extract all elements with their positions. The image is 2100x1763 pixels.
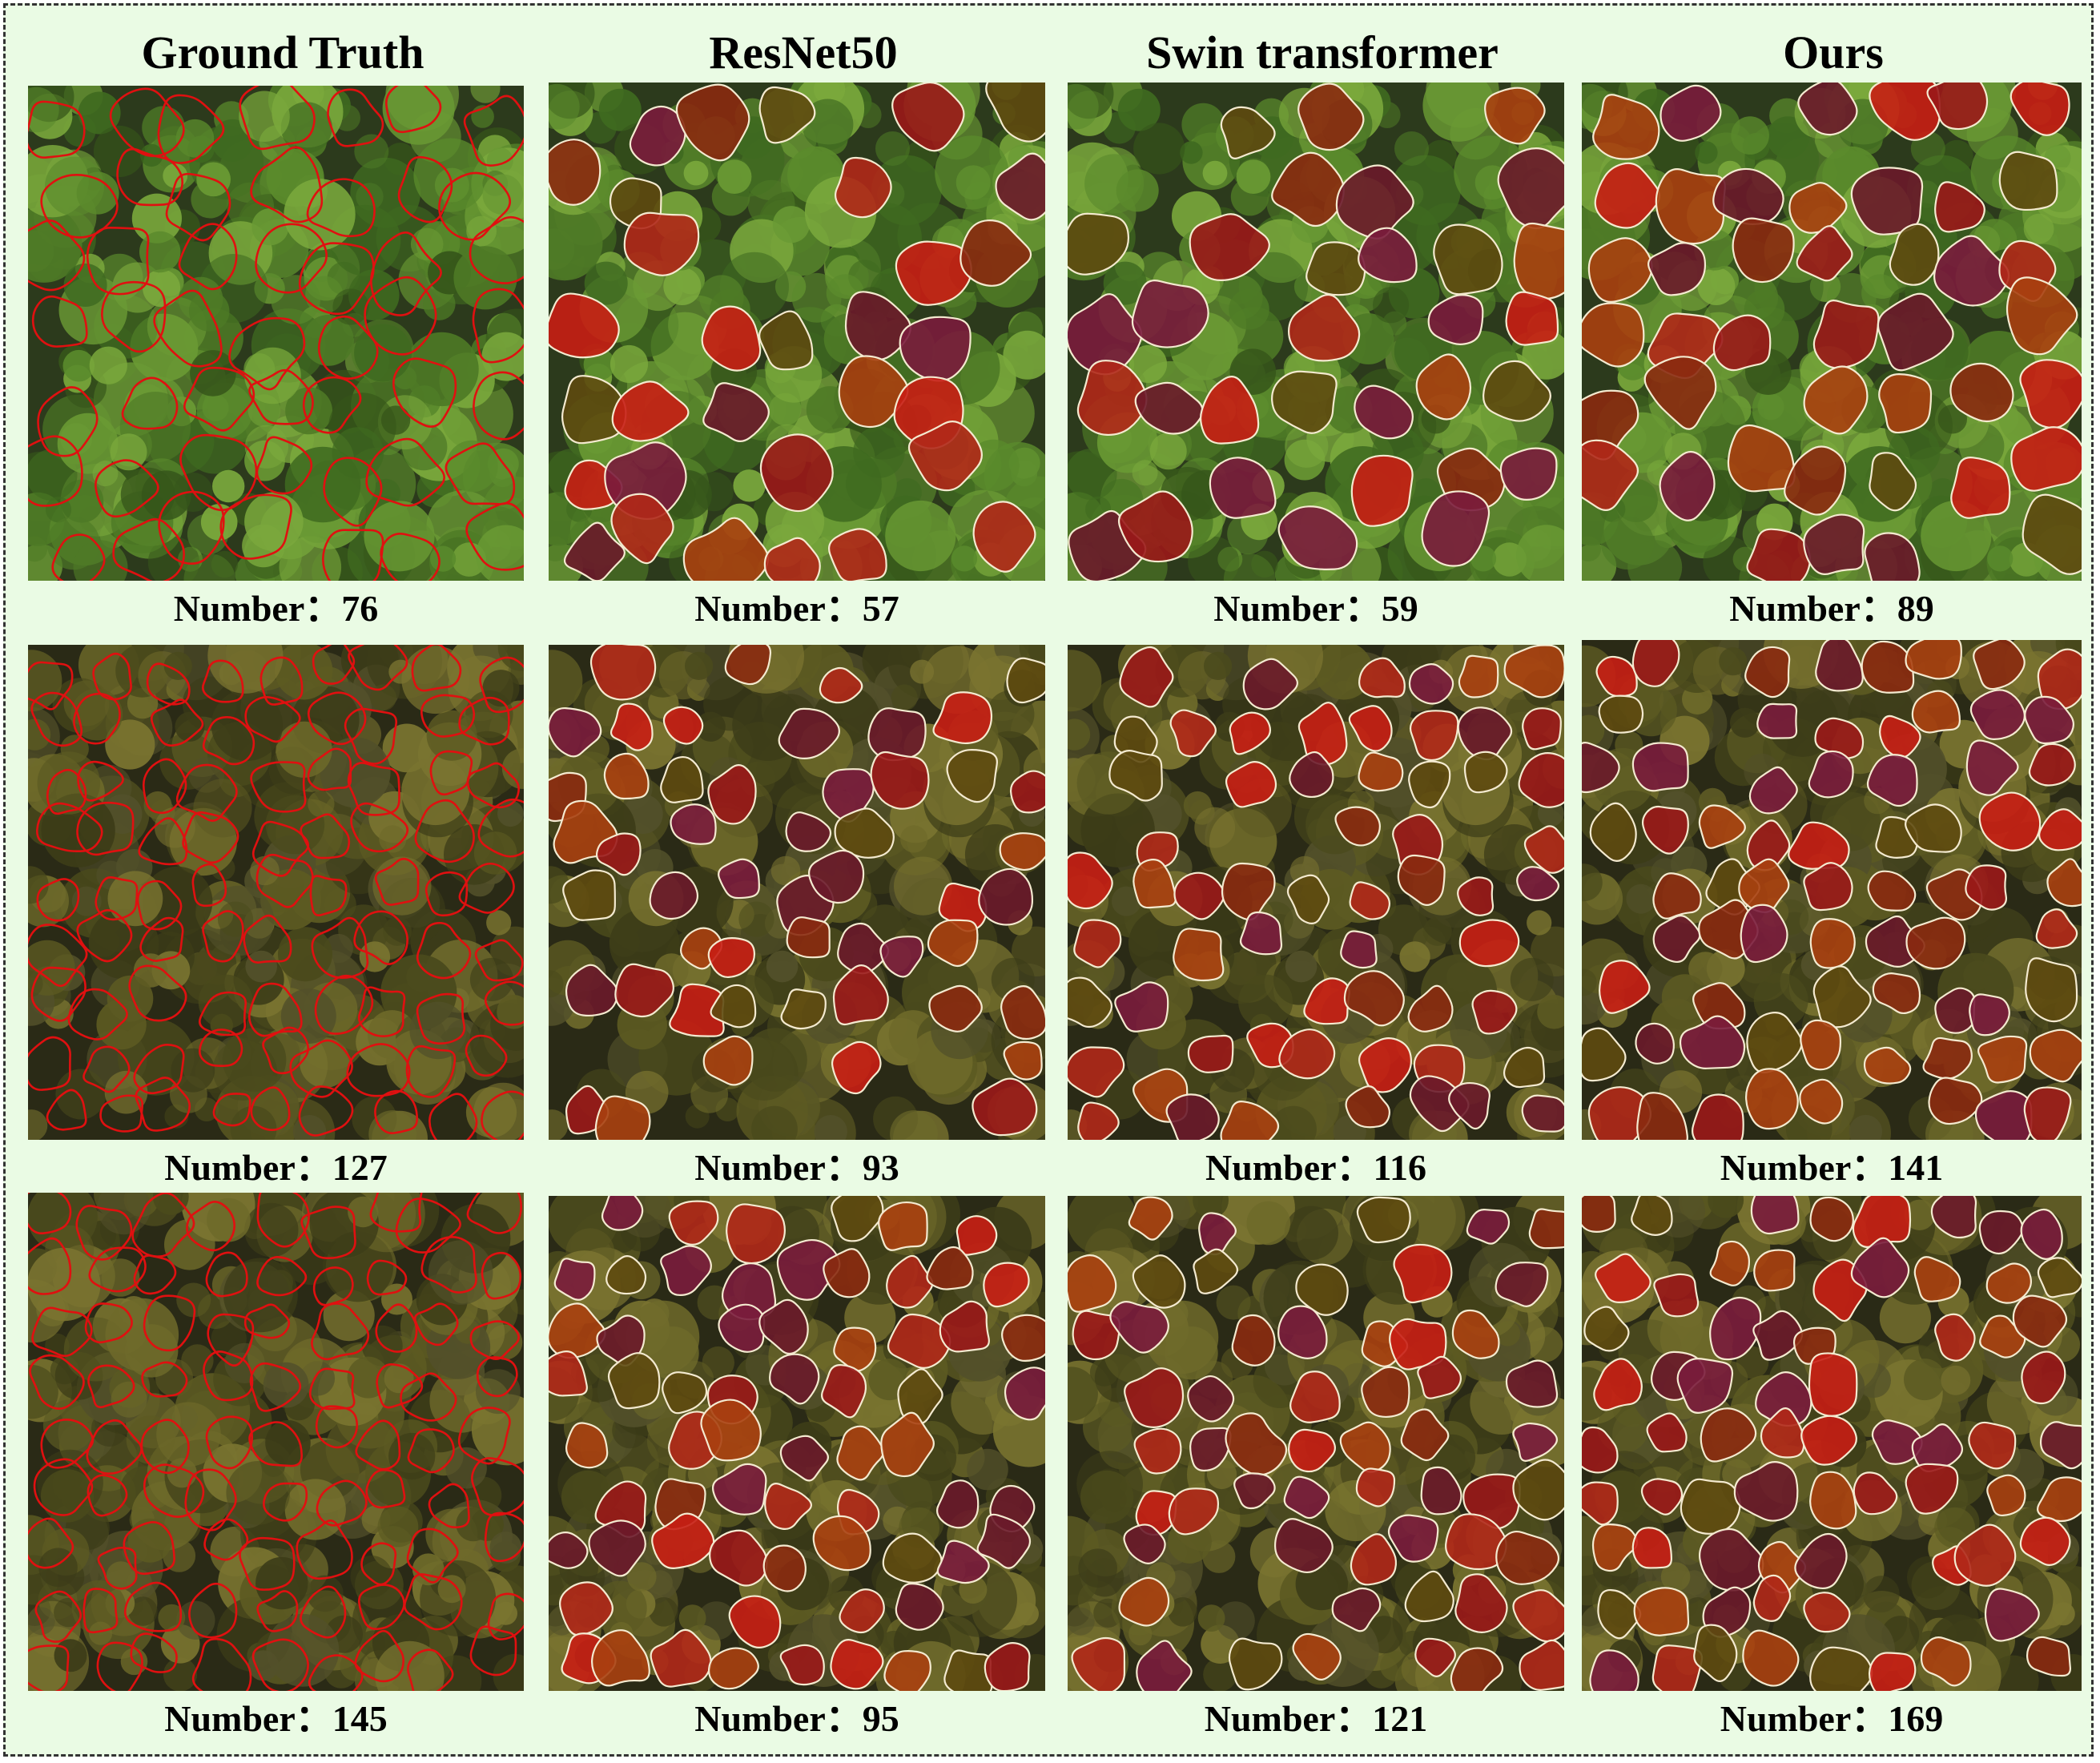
aerial-canopy-image	[1582, 1196, 2082, 1691]
panel-r2-ours	[1582, 640, 2082, 1140]
figure-frame: Ground Truth ResNet50 Swin transformer O…	[3, 3, 2094, 1757]
count-r3-swin-transformer: Number：121	[1204, 1698, 1428, 1739]
column-title-swin-transformer: Swin transformer	[1146, 26, 1499, 78]
panel-r2-ground-truth	[28, 645, 524, 1140]
count-r2-ground-truth: Number：127	[164, 1147, 388, 1188]
panel-r2-swin-transformer	[1068, 645, 1564, 1140]
panel-r1-ground-truth	[28, 86, 524, 581]
panel-r3-ground-truth	[28, 1193, 524, 1691]
aerial-canopy-image	[549, 1196, 1045, 1691]
aerial-canopy-image	[1068, 83, 1564, 581]
aerial-canopy-image	[28, 86, 524, 581]
count-r1-resnet50: Number：57	[694, 588, 899, 629]
panel-r3-swin-transformer	[1068, 1196, 1564, 1691]
aerial-canopy-image	[549, 645, 1045, 1140]
count-r3-ground-truth: Number：145	[164, 1698, 388, 1739]
count-r3-resnet50: Number：95	[694, 1698, 899, 1739]
panel-r1-resnet50	[549, 83, 1045, 581]
aerial-canopy-image	[1068, 1196, 1564, 1691]
column-title-ground-truth: Ground Truth	[141, 26, 424, 78]
count-r2-resnet50: Number：93	[694, 1147, 899, 1188]
panel-r1-swin-transformer	[1068, 83, 1564, 581]
count-r1-swin-transformer: Number：59	[1213, 588, 1418, 629]
aerial-canopy-image	[549, 83, 1045, 581]
panel-r2-resnet50	[549, 645, 1045, 1140]
column-title-ours: Ours	[1783, 26, 1884, 78]
aerial-canopy-image	[28, 1193, 524, 1691]
count-r2-swin-transformer: Number：116	[1205, 1147, 1426, 1188]
panel-r3-resnet50	[549, 1196, 1045, 1691]
aerial-canopy-image	[1068, 645, 1564, 1140]
aerial-canopy-image	[1582, 83, 2082, 581]
panel-r3-ours	[1582, 1196, 2082, 1691]
aerial-canopy-image	[28, 645, 524, 1140]
column-title-resnet50: ResNet50	[709, 26, 898, 78]
count-r3-ours: Number：169	[1720, 1698, 1944, 1739]
count-r1-ours: Number：89	[1729, 588, 1934, 629]
aerial-canopy-image	[1582, 640, 2082, 1140]
panel-r1-ours	[1582, 83, 2082, 581]
count-r1-ground-truth: Number：76	[173, 588, 379, 629]
count-r2-ours: Number：141	[1720, 1147, 1944, 1188]
